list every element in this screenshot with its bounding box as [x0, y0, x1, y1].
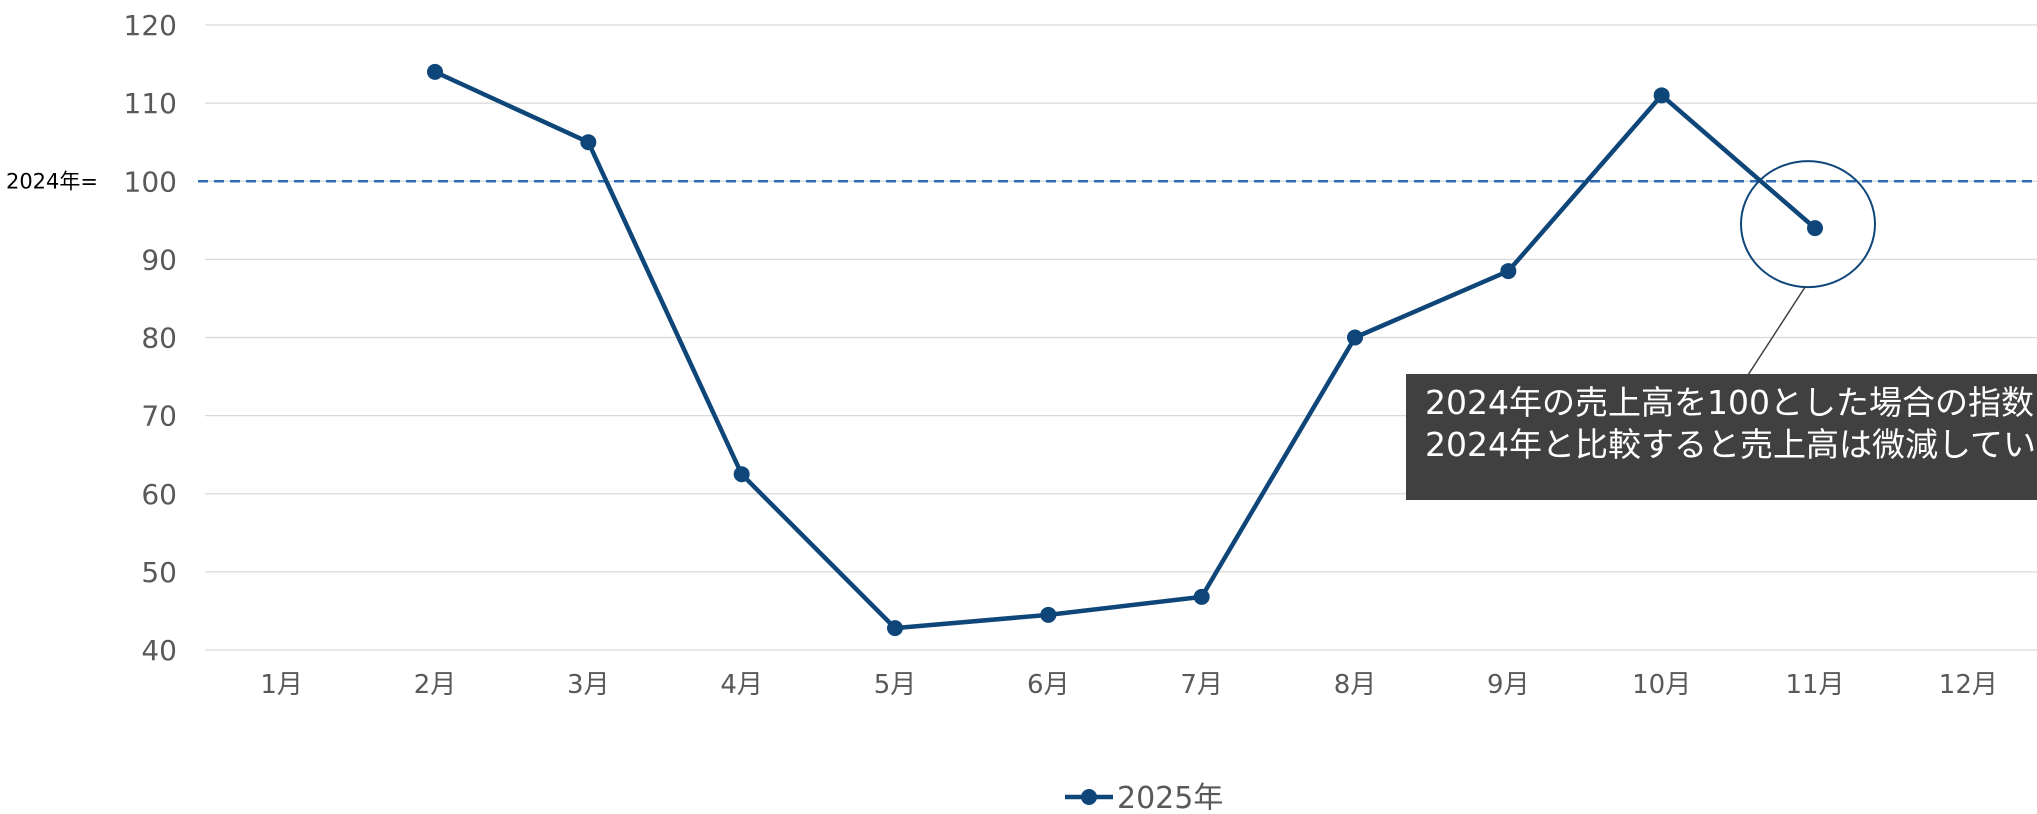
- x-tick-label: 7月: [1180, 670, 1223, 700]
- reference-line-label: 2024年=: [6, 169, 98, 193]
- y-tick-label: 40: [141, 634, 177, 667]
- x-tick-label: 12月: [1939, 670, 1998, 700]
- x-tick-label: 1月: [260, 670, 303, 700]
- data-point: [1040, 606, 1057, 623]
- x-tick-label: 9月: [1487, 670, 1530, 700]
- series-line: [434, 69, 1817, 631]
- x-tick-label: 3月: [567, 670, 610, 700]
- legend-label: 2025年: [1117, 781, 1223, 810]
- callout-leader-line: [1747, 286, 1806, 376]
- data-point: [887, 620, 903, 637]
- data-point: [1193, 588, 1210, 605]
- y-tick-label: 120: [124, 9, 177, 42]
- y-tick-label: 60: [141, 478, 177, 511]
- data-point: [1500, 263, 1517, 280]
- y-tick-label: 90: [141, 243, 177, 276]
- y-tick-label: 70: [141, 400, 177, 433]
- annotation-text: 2024年と比較すると売上高は微減してい: [1425, 425, 2036, 464]
- data-point: [1807, 220, 1823, 237]
- x-tick-label: 10月: [1632, 670, 1691, 700]
- x-tick-label: 2月: [414, 670, 457, 700]
- x-tick-label: 4月: [720, 670, 763, 700]
- annotation-text: 2024年の売上高を100とした場合の指数: [1425, 383, 2034, 422]
- x-tick-label: 11月: [1785, 670, 1844, 700]
- data-point: [1653, 87, 1670, 104]
- y-tick-label: 50: [141, 556, 177, 589]
- legend-marker: [1081, 789, 1097, 805]
- y-tick-label: 110: [124, 87, 177, 120]
- y-tick-label: 100: [124, 165, 177, 198]
- y-tick-label: 80: [141, 322, 177, 355]
- data-point: [580, 134, 597, 151]
- x-tick-label: 6月: [1027, 670, 1070, 700]
- data-point: [427, 63, 443, 80]
- x-tick-label: 5月: [874, 670, 917, 700]
- callout-circle: [1740, 160, 1876, 289]
- annotation-box: [1406, 374, 2037, 500]
- data-point: [1347, 329, 1363, 346]
- data-point: [733, 466, 750, 483]
- x-tick-label: 8月: [1334, 670, 1377, 700]
